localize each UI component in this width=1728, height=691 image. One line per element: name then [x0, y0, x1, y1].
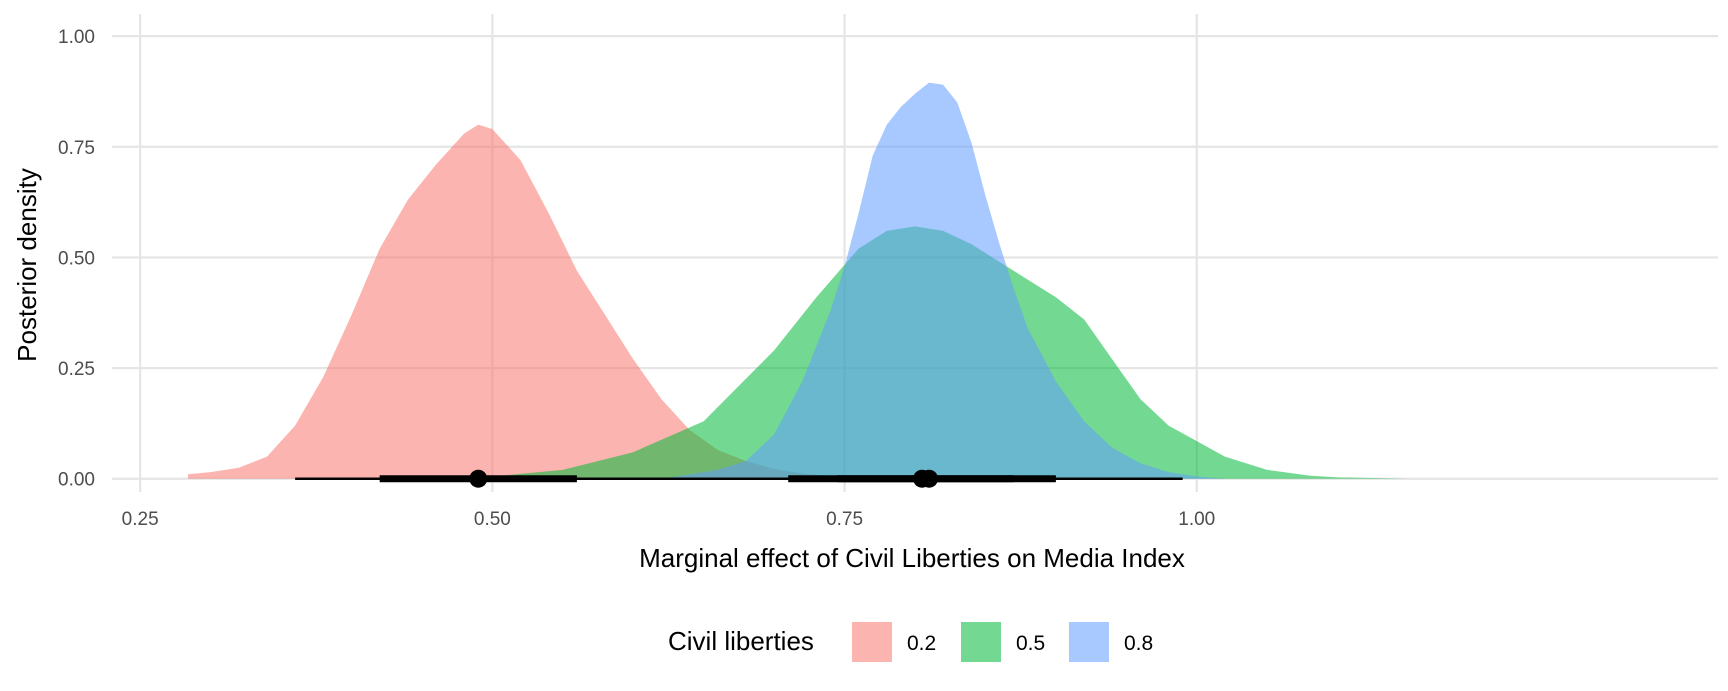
legend-label-0.5: 0.5 — [1016, 632, 1045, 655]
y-tick-label-3: 0.75 — [58, 138, 95, 159]
y-tick-label-4: 1.00 — [58, 27, 95, 48]
x-tick-label-2: 0.75 — [826, 509, 863, 530]
y-tick-label-1: 0.25 — [58, 359, 95, 380]
y-tick-label-0: 0.00 — [58, 470, 95, 491]
legend-title: Civil liberties — [668, 626, 814, 656]
interval-bars — [295, 469, 1183, 488]
legend-label-0.8: 0.8 — [1124, 632, 1153, 655]
x-tick-label-3: 1.00 — [1178, 509, 1215, 530]
x-tick-label-0: 0.25 — [122, 509, 159, 530]
legend-swatch-0.2 — [852, 622, 892, 662]
density-area-0.2 — [188, 124, 887, 479]
y-axis-title: Posterior density — [12, 168, 42, 362]
legend-swatch-0.8 — [1069, 622, 1109, 662]
density-areas — [188, 82, 1409, 479]
legend-swatch-0.5 — [961, 622, 1001, 662]
legend: Civil liberties 0.2 0.5 0.8 — [668, 622, 1153, 662]
x-tick-label-1: 0.50 — [474, 509, 511, 530]
legend-items: 0.2 0.5 0.8 — [852, 622, 1153, 662]
x-axis-title: Marginal effect of Civil Liberties on Me… — [639, 543, 1185, 573]
median-point-0.8 — [920, 469, 939, 488]
legend-label-0.2: 0.2 — [907, 632, 936, 655]
median-point-0.2 — [469, 469, 488, 488]
density-area-0.8 — [661, 82, 1225, 479]
y-tick-label-2: 0.50 — [58, 248, 95, 269]
tick-labels: 0.00 0.25 0.50 0.75 1.00 0.25 0.50 0.75 1.00 — [58, 27, 1215, 530]
